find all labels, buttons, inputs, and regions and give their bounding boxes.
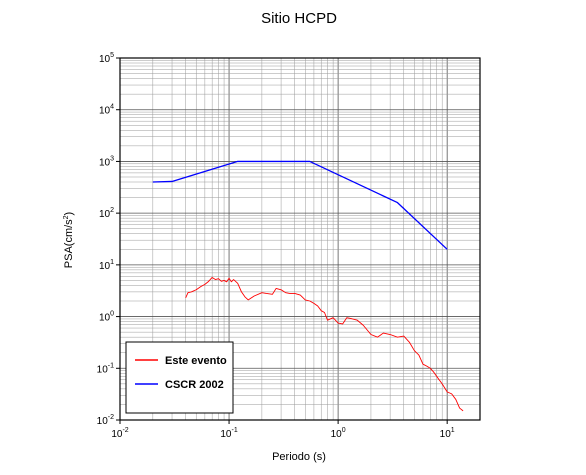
x-axis-label: Periodo (s) — [272, 451, 326, 463]
y-tick-label: 103 — [99, 155, 114, 168]
y-tick-label: 104 — [99, 104, 114, 117]
x-tick-label: 10-2 — [111, 427, 128, 440]
y-tick-label: 100 — [99, 311, 114, 324]
y-tick-label: 101 — [99, 259, 114, 272]
y-tick-label: 10-1 — [97, 362, 114, 375]
x-tick-label: 101 — [440, 427, 455, 440]
series-line-este-evento — [185, 277, 464, 412]
x-tick-label: 10-1 — [220, 427, 237, 440]
y-axis-label: PSA(cm/s2) — [63, 212, 75, 268]
y-tick-label: 10-2 — [97, 414, 114, 427]
legend-label-este-evento: Este evento — [165, 355, 227, 367]
plot-frame — [119, 57, 481, 421]
y-tick-label: 105 — [99, 52, 114, 65]
legend: Este evento CSCR 2002 — [125, 341, 234, 414]
legend-label-cscr-2002: CSCR 2002 — [165, 379, 224, 391]
legend-box — [125, 341, 234, 414]
y-tick-label: 102 — [99, 207, 114, 220]
series-layer — [152, 160, 464, 412]
y-axis-ticks: 10-2 10-1 100 101 102 103 104 105 — [97, 52, 120, 427]
x-tick-label: 100 — [331, 427, 346, 440]
x-axis-ticks: 10-2 10-1 100 101 — [111, 420, 455, 440]
series-line-cscr-2002 — [152, 160, 448, 250]
chart-title: Sitio HCPD — [261, 10, 337, 27]
